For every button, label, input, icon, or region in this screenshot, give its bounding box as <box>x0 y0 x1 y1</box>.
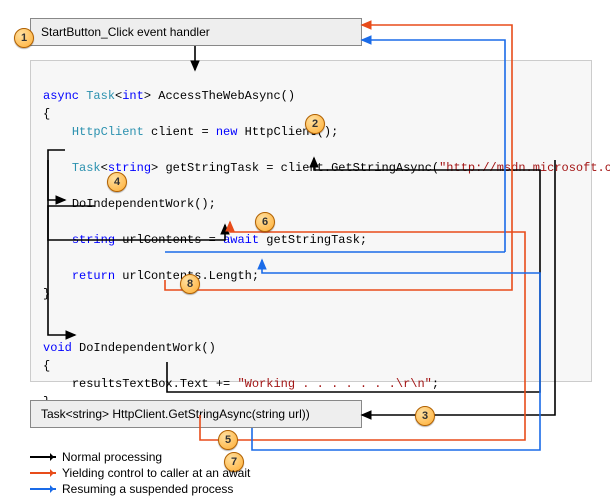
legend-resume: Resuming a suspended process <box>30 482 250 496</box>
step-badge-5: 5 <box>218 430 238 450</box>
getstringasync-box: Task<string> HttpClient.GetStringAsync(s… <box>30 400 362 428</box>
code-brace-open-1: { <box>43 107 50 121</box>
step-badge-2: 2 <box>305 114 325 134</box>
start-button-box: StartButton_Click event handler <box>30 18 362 46</box>
legend-normal: Normal processing <box>30 450 250 464</box>
legend-yield: Yielding control to caller at an await <box>30 466 250 480</box>
code-httpclient: HttpClient <box>72 125 144 139</box>
step-badge-3: 3 <box>415 406 435 426</box>
code-brace-open-2: { <box>43 359 50 373</box>
start-button-label: StartButton_Click event handler <box>41 25 210 39</box>
code-line-1: async Task<int> AccessTheWebAsync() <box>43 89 295 103</box>
code-brace-close-1: } <box>43 287 50 301</box>
getstringasync-label: Task<string> HttpClient.GetStringAsync(s… <box>41 407 310 421</box>
code-block: async Task<int> AccessTheWebAsync() { Ht… <box>30 60 592 382</box>
step-badge-1: 1 <box>14 28 34 48</box>
step-badge-4: 4 <box>107 172 127 192</box>
legend: Normal processing Yielding control to ca… <box>30 448 250 498</box>
code-doindependent-call: DoIndependentWork(); <box>72 197 216 211</box>
step-badge-8: 8 <box>180 274 200 294</box>
step-badge-6: 6 <box>255 212 275 232</box>
